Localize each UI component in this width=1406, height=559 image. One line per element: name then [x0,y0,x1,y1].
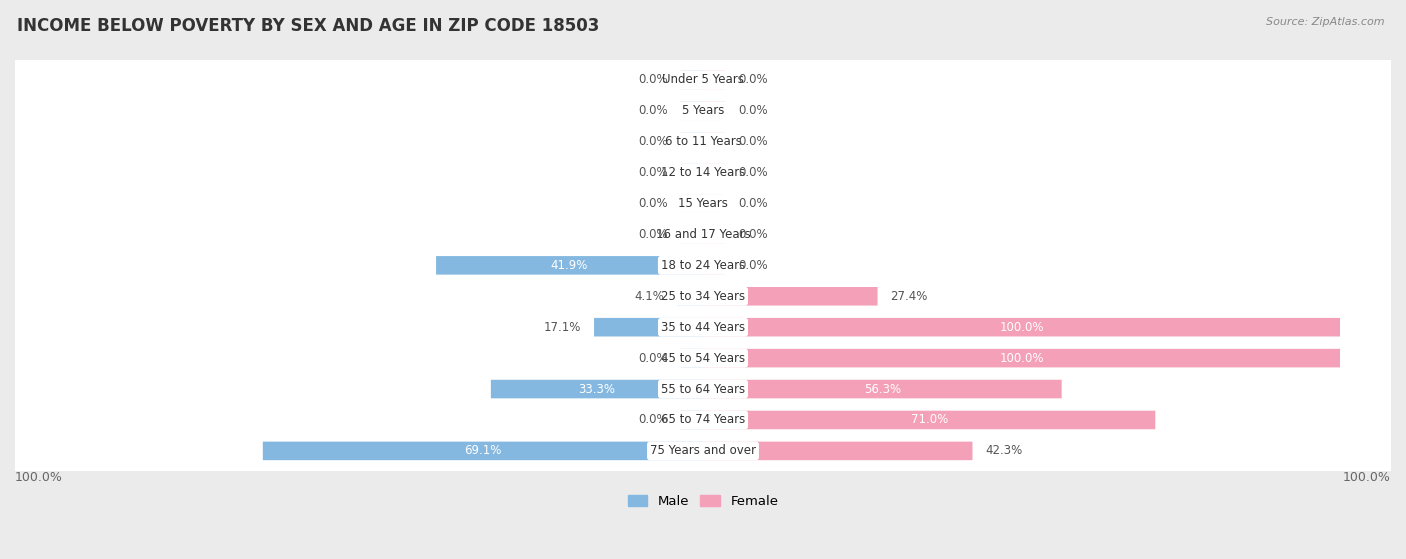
FancyBboxPatch shape [703,349,1340,367]
FancyBboxPatch shape [7,396,1406,444]
Text: 0.0%: 0.0% [638,135,668,148]
FancyBboxPatch shape [681,225,703,244]
Text: 12 to 14 Years: 12 to 14 Years [661,166,745,179]
FancyBboxPatch shape [703,256,725,274]
FancyBboxPatch shape [7,365,1406,413]
FancyBboxPatch shape [681,102,703,120]
Text: Source: ZipAtlas.com: Source: ZipAtlas.com [1267,17,1385,27]
FancyBboxPatch shape [7,334,1406,382]
Legend: Male, Female: Male, Female [623,490,783,514]
Text: 27.4%: 27.4% [890,290,928,303]
FancyBboxPatch shape [681,411,703,429]
Text: 0.0%: 0.0% [638,73,668,86]
Text: 0.0%: 0.0% [738,228,768,241]
Text: 0.0%: 0.0% [738,135,768,148]
Text: Under 5 Years: Under 5 Years [662,73,744,86]
FancyBboxPatch shape [703,102,725,120]
Text: 0.0%: 0.0% [738,259,768,272]
FancyBboxPatch shape [7,56,1406,104]
Text: 33.3%: 33.3% [578,382,616,396]
Text: 16 and 17 Years: 16 and 17 Years [655,228,751,241]
Text: 100.0%: 100.0% [1000,321,1043,334]
FancyBboxPatch shape [703,318,1340,337]
Text: 42.3%: 42.3% [986,444,1022,457]
FancyBboxPatch shape [681,163,703,182]
Text: 75 Years and over: 75 Years and over [650,444,756,457]
Text: 0.0%: 0.0% [638,166,668,179]
Text: 0.0%: 0.0% [738,104,768,117]
FancyBboxPatch shape [7,179,1406,228]
Text: 18 to 24 Years: 18 to 24 Years [661,259,745,272]
Text: 15 Years: 15 Years [678,197,728,210]
Text: 0.0%: 0.0% [638,414,668,427]
Text: 65 to 74 Years: 65 to 74 Years [661,414,745,427]
Text: 17.1%: 17.1% [544,321,581,334]
Text: 100.0%: 100.0% [1000,352,1043,364]
Text: 56.3%: 56.3% [863,382,901,396]
FancyBboxPatch shape [703,411,1156,429]
FancyBboxPatch shape [7,272,1406,320]
Text: 0.0%: 0.0% [638,228,668,241]
FancyBboxPatch shape [7,427,1406,475]
FancyBboxPatch shape [7,303,1406,351]
FancyBboxPatch shape [681,132,703,151]
Text: 100.0%: 100.0% [15,471,63,484]
FancyBboxPatch shape [263,442,703,460]
FancyBboxPatch shape [7,87,1406,135]
FancyBboxPatch shape [703,132,725,151]
FancyBboxPatch shape [7,117,1406,166]
Text: INCOME BELOW POVERTY BY SEX AND AGE IN ZIP CODE 18503: INCOME BELOW POVERTY BY SEX AND AGE IN Z… [17,17,599,35]
Text: 0.0%: 0.0% [638,352,668,364]
Text: 0.0%: 0.0% [738,73,768,86]
Text: 6 to 11 Years: 6 to 11 Years [665,135,741,148]
Text: 0.0%: 0.0% [738,166,768,179]
FancyBboxPatch shape [703,163,725,182]
FancyBboxPatch shape [703,194,725,213]
Text: 45 to 54 Years: 45 to 54 Years [661,352,745,364]
FancyBboxPatch shape [681,349,703,367]
Text: 69.1%: 69.1% [464,444,502,457]
Text: 25 to 34 Years: 25 to 34 Years [661,290,745,303]
Text: 5 Years: 5 Years [682,104,724,117]
FancyBboxPatch shape [7,241,1406,290]
FancyBboxPatch shape [7,210,1406,259]
Text: 4.1%: 4.1% [634,290,664,303]
FancyBboxPatch shape [703,442,973,460]
FancyBboxPatch shape [703,225,725,244]
FancyBboxPatch shape [703,70,725,89]
FancyBboxPatch shape [703,287,877,306]
FancyBboxPatch shape [595,318,703,337]
Text: 0.0%: 0.0% [638,197,668,210]
FancyBboxPatch shape [436,256,703,274]
Text: 71.0%: 71.0% [911,414,948,427]
Text: 35 to 44 Years: 35 to 44 Years [661,321,745,334]
Text: 100.0%: 100.0% [1343,471,1391,484]
FancyBboxPatch shape [676,287,703,306]
Text: 41.9%: 41.9% [551,259,588,272]
Text: 55 to 64 Years: 55 to 64 Years [661,382,745,396]
FancyBboxPatch shape [703,380,1062,399]
FancyBboxPatch shape [681,194,703,213]
FancyBboxPatch shape [7,149,1406,197]
Text: 0.0%: 0.0% [738,197,768,210]
FancyBboxPatch shape [491,380,703,399]
FancyBboxPatch shape [681,70,703,89]
Text: 0.0%: 0.0% [638,104,668,117]
